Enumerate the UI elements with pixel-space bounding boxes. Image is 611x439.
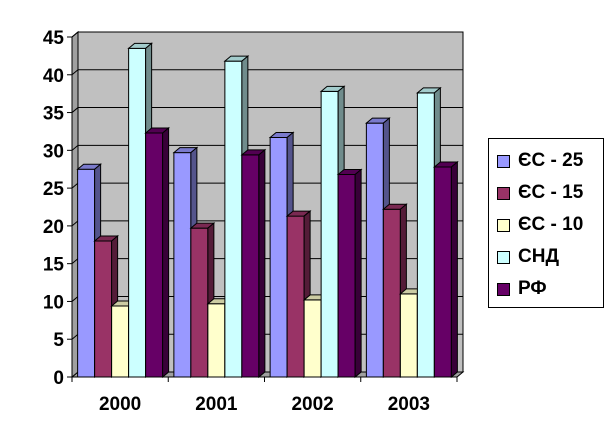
legend-swatch [497,282,510,296]
bar-front [190,227,209,378]
x-tick-label: 2000 [99,394,141,415]
legend-label: РФ [518,278,547,299]
bar-front [224,60,243,378]
bar-front [286,215,305,378]
bar-front [320,90,339,378]
bar-front [77,168,96,378]
bar [144,126,171,379]
legend-item: ЄС - 15 [497,177,603,209]
y-tick-label: 10 [43,292,64,313]
bar-front [111,305,130,378]
bar [432,160,459,379]
bar [336,168,363,379]
legend-item: РФ [497,273,603,305]
legend-item: ЄС - 25 [497,145,603,177]
gridline [71,69,463,76]
x-axis-ticks: 2000 2001 2002 2003 [71,377,458,415]
bar-front [399,293,418,378]
bar-front [241,154,260,378]
y-tick-label: 30 [43,141,64,162]
bar-front [365,122,384,378]
bar-front [207,303,226,378]
gridline [71,31,463,38]
bar-front [128,47,147,378]
legend-item: ЄС - 10 [497,209,603,241]
y-tick-label: 35 [43,104,65,125]
legend-label: ЄС - 25 [518,150,584,171]
y-tick-label: 20 [43,217,64,238]
y-axis-ticks: 0 5 10 15 20 25 30 35 40 45 [43,28,72,389]
bar-front [145,132,164,378]
y-tick-label: 5 [53,330,64,351]
y-tick-label: 25 [43,179,65,200]
legend-label: ЄС - 15 [518,182,584,203]
bar-front [173,152,192,378]
legend-swatch [497,250,510,264]
chart-side-wall [71,30,79,379]
legend-label: ЄС - 10 [518,214,584,235]
bar-front [269,136,288,378]
legend-item: СНД [497,241,603,273]
y-tick-label: 45 [43,28,65,49]
y-tick-label: 15 [43,255,65,276]
bar-side [450,160,458,379]
legend-swatch [497,154,510,168]
legend: ЄС - 25 ЄС - 15 ЄС - 10 СНД РФ [488,138,604,308]
bar [240,148,267,379]
bar-side [354,168,362,379]
bar-front [416,92,435,378]
bar-front [382,208,401,378]
bar-front [337,174,356,378]
x-tick-label: 2003 [388,394,430,415]
x-tick-label: 2001 [195,394,238,415]
legend-swatch [497,218,510,232]
bar-side [162,126,170,379]
legend-swatch [497,186,510,200]
bar-front [433,166,452,378]
y-tick-label: 40 [43,66,64,87]
y-tick-label: 0 [53,368,64,389]
x-tick-label: 2002 [291,394,333,415]
bar-front [94,240,113,378]
bars [76,42,459,379]
legend-label: СНД [518,246,559,267]
bar-front [303,299,322,378]
bar-side [258,148,266,379]
